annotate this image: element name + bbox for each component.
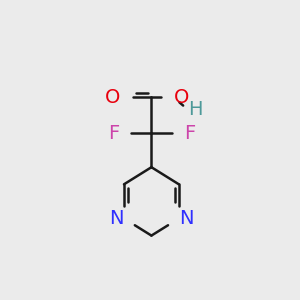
Text: F: F <box>184 124 195 142</box>
Text: O: O <box>173 88 189 107</box>
Text: F: F <box>108 124 119 142</box>
Text: N: N <box>179 209 194 228</box>
Text: N: N <box>110 209 124 228</box>
Text: H: H <box>188 100 203 119</box>
Text: O: O <box>105 88 120 107</box>
